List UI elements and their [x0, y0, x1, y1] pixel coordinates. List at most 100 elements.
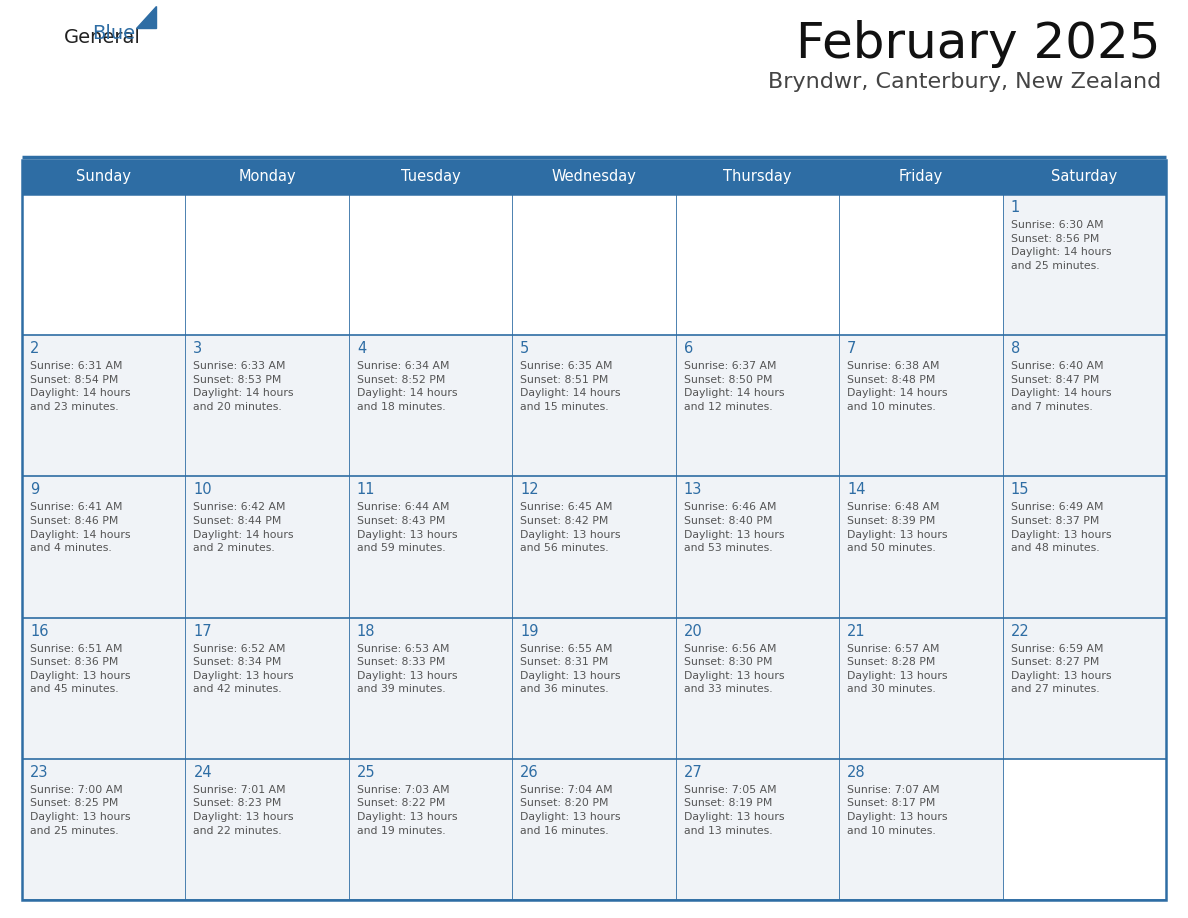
Bar: [676, 194, 839, 335]
Text: Sunrise: 6:35 AM
Sunset: 8:51 PM
Daylight: 14 hours
and 15 minutes.: Sunrise: 6:35 AM Sunset: 8:51 PM Dayligh…: [520, 361, 621, 412]
Text: 3: 3: [194, 341, 202, 356]
Text: February 2025: February 2025: [796, 20, 1161, 68]
Text: 13: 13: [684, 482, 702, 498]
Bar: [23, 160, 1165, 900]
Text: 24: 24: [194, 765, 211, 779]
Text: Tuesday: Tuesday: [400, 170, 461, 185]
Text: 14: 14: [847, 482, 866, 498]
Text: Sunrise: 6:56 AM
Sunset: 8:30 PM
Daylight: 13 hours
and 33 minutes.: Sunrise: 6:56 AM Sunset: 8:30 PM Dayligh…: [684, 644, 784, 694]
Text: Sunrise: 6:49 AM
Sunset: 8:37 PM
Daylight: 13 hours
and 48 minutes.: Sunrise: 6:49 AM Sunset: 8:37 PM Dayligh…: [1011, 502, 1111, 554]
Text: Sunrise: 6:45 AM
Sunset: 8:42 PM
Daylight: 13 hours
and 56 minutes.: Sunrise: 6:45 AM Sunset: 8:42 PM Dayligh…: [520, 502, 621, 554]
Text: 28: 28: [847, 765, 866, 779]
Text: Sunrise: 6:46 AM
Sunset: 8:40 PM
Daylight: 13 hours
and 53 minutes.: Sunrise: 6:46 AM Sunset: 8:40 PM Dayligh…: [684, 502, 784, 554]
Text: Sunrise: 7:01 AM
Sunset: 8:23 PM
Daylight: 13 hours
and 22 minutes.: Sunrise: 7:01 AM Sunset: 8:23 PM Dayligh…: [194, 785, 293, 835]
Bar: [1003, 759, 1165, 900]
Text: Saturday: Saturday: [1051, 170, 1118, 185]
Bar: [23, 759, 185, 900]
Text: Sunrise: 7:00 AM
Sunset: 8:25 PM
Daylight: 13 hours
and 25 minutes.: Sunrise: 7:00 AM Sunset: 8:25 PM Dayligh…: [30, 785, 131, 835]
Text: Sunrise: 6:51 AM
Sunset: 8:36 PM
Daylight: 13 hours
and 45 minutes.: Sunrise: 6:51 AM Sunset: 8:36 PM Dayligh…: [30, 644, 131, 694]
Text: Sunrise: 6:55 AM
Sunset: 8:31 PM
Daylight: 13 hours
and 36 minutes.: Sunrise: 6:55 AM Sunset: 8:31 PM Dayligh…: [520, 644, 621, 694]
Text: Sunrise: 6:59 AM
Sunset: 8:27 PM
Daylight: 13 hours
and 27 minutes.: Sunrise: 6:59 AM Sunset: 8:27 PM Dayligh…: [1011, 644, 1111, 694]
Text: Sunrise: 6:53 AM
Sunset: 8:33 PM
Daylight: 13 hours
and 39 minutes.: Sunrise: 6:53 AM Sunset: 8:33 PM Dayligh…: [356, 644, 457, 694]
Bar: [512, 194, 676, 335]
Text: Sunrise: 7:07 AM
Sunset: 8:17 PM
Daylight: 13 hours
and 10 minutes.: Sunrise: 7:07 AM Sunset: 8:17 PM Dayligh…: [847, 785, 948, 835]
Text: Sunrise: 6:37 AM
Sunset: 8:50 PM
Daylight: 14 hours
and 12 minutes.: Sunrise: 6:37 AM Sunset: 8:50 PM Dayligh…: [684, 361, 784, 412]
Bar: [349, 335, 512, 476]
Bar: [512, 335, 676, 476]
Bar: [185, 476, 349, 618]
Bar: [839, 759, 1003, 900]
Bar: [185, 335, 349, 476]
Text: Sunrise: 6:30 AM
Sunset: 8:56 PM
Daylight: 14 hours
and 25 minutes.: Sunrise: 6:30 AM Sunset: 8:56 PM Dayligh…: [1011, 220, 1111, 271]
Text: 9: 9: [30, 482, 39, 498]
Text: Sunrise: 6:40 AM
Sunset: 8:47 PM
Daylight: 14 hours
and 7 minutes.: Sunrise: 6:40 AM Sunset: 8:47 PM Dayligh…: [1011, 361, 1111, 412]
Bar: [1003, 335, 1165, 476]
Text: Sunrise: 6:44 AM
Sunset: 8:43 PM
Daylight: 13 hours
and 59 minutes.: Sunrise: 6:44 AM Sunset: 8:43 PM Dayligh…: [356, 502, 457, 554]
Text: 6: 6: [684, 341, 693, 356]
Text: 21: 21: [847, 623, 866, 639]
Text: 27: 27: [684, 765, 702, 779]
Bar: [676, 618, 839, 759]
Text: 16: 16: [30, 623, 49, 639]
Bar: [349, 194, 512, 335]
Text: Bryndwr, Canterbury, New Zealand: Bryndwr, Canterbury, New Zealand: [767, 72, 1161, 92]
Text: 8: 8: [1011, 341, 1019, 356]
Text: 12: 12: [520, 482, 539, 498]
Bar: [1003, 476, 1165, 618]
Text: 19: 19: [520, 623, 539, 639]
Text: Sunrise: 6:41 AM
Sunset: 8:46 PM
Daylight: 14 hours
and 4 minutes.: Sunrise: 6:41 AM Sunset: 8:46 PM Dayligh…: [30, 502, 131, 554]
Bar: [676, 335, 839, 476]
Bar: [839, 618, 1003, 759]
Text: 17: 17: [194, 623, 211, 639]
Bar: [1003, 618, 1165, 759]
Text: Sunrise: 6:42 AM
Sunset: 8:44 PM
Daylight: 14 hours
and 2 minutes.: Sunrise: 6:42 AM Sunset: 8:44 PM Dayligh…: [194, 502, 293, 554]
Text: Sunrise: 6:33 AM
Sunset: 8:53 PM
Daylight: 14 hours
and 20 minutes.: Sunrise: 6:33 AM Sunset: 8:53 PM Dayligh…: [194, 361, 293, 412]
Bar: [185, 618, 349, 759]
Text: Wednesday: Wednesday: [551, 170, 637, 185]
Bar: [676, 476, 839, 618]
Text: Blue: Blue: [91, 24, 135, 43]
Bar: [512, 759, 676, 900]
Bar: [839, 476, 1003, 618]
Text: 23: 23: [30, 765, 49, 779]
Bar: [349, 476, 512, 618]
Bar: [1003, 194, 1165, 335]
Bar: [349, 618, 512, 759]
Text: 5: 5: [520, 341, 530, 356]
Text: 25: 25: [356, 765, 375, 779]
Text: Thursday: Thursday: [723, 170, 791, 185]
Bar: [349, 759, 512, 900]
Text: Sunrise: 7:04 AM
Sunset: 8:20 PM
Daylight: 13 hours
and 16 minutes.: Sunrise: 7:04 AM Sunset: 8:20 PM Dayligh…: [520, 785, 621, 835]
Text: Sunrise: 7:05 AM
Sunset: 8:19 PM
Daylight: 13 hours
and 13 minutes.: Sunrise: 7:05 AM Sunset: 8:19 PM Dayligh…: [684, 785, 784, 835]
Bar: [185, 194, 349, 335]
Text: 26: 26: [520, 765, 539, 779]
Bar: [839, 335, 1003, 476]
Bar: [512, 476, 676, 618]
Bar: [676, 759, 839, 900]
Text: 4: 4: [356, 341, 366, 356]
Text: 2: 2: [30, 341, 39, 356]
Bar: [512, 618, 676, 759]
Text: Monday: Monday: [239, 170, 296, 185]
Text: 15: 15: [1011, 482, 1029, 498]
Text: 7: 7: [847, 341, 857, 356]
Text: Sunrise: 6:38 AM
Sunset: 8:48 PM
Daylight: 14 hours
and 10 minutes.: Sunrise: 6:38 AM Sunset: 8:48 PM Dayligh…: [847, 361, 948, 412]
Text: Sunrise: 7:03 AM
Sunset: 8:22 PM
Daylight: 13 hours
and 19 minutes.: Sunrise: 7:03 AM Sunset: 8:22 PM Dayligh…: [356, 785, 457, 835]
Text: Sunday: Sunday: [76, 170, 131, 185]
Text: 22: 22: [1011, 623, 1029, 639]
Polygon shape: [135, 6, 156, 28]
Bar: [23, 160, 1165, 194]
Text: Sunrise: 6:52 AM
Sunset: 8:34 PM
Daylight: 13 hours
and 42 minutes.: Sunrise: 6:52 AM Sunset: 8:34 PM Dayligh…: [194, 644, 293, 694]
Text: 10: 10: [194, 482, 211, 498]
Text: 11: 11: [356, 482, 375, 498]
Text: 1: 1: [1011, 200, 1019, 215]
Text: 18: 18: [356, 623, 375, 639]
Bar: [23, 476, 185, 618]
Text: 20: 20: [684, 623, 702, 639]
Text: Sunrise: 6:48 AM
Sunset: 8:39 PM
Daylight: 13 hours
and 50 minutes.: Sunrise: 6:48 AM Sunset: 8:39 PM Dayligh…: [847, 502, 948, 554]
Bar: [839, 194, 1003, 335]
Text: Sunrise: 6:31 AM
Sunset: 8:54 PM
Daylight: 14 hours
and 23 minutes.: Sunrise: 6:31 AM Sunset: 8:54 PM Dayligh…: [30, 361, 131, 412]
Text: Friday: Friday: [899, 170, 943, 185]
Bar: [185, 759, 349, 900]
Text: Sunrise: 6:57 AM
Sunset: 8:28 PM
Daylight: 13 hours
and 30 minutes.: Sunrise: 6:57 AM Sunset: 8:28 PM Dayligh…: [847, 644, 948, 694]
